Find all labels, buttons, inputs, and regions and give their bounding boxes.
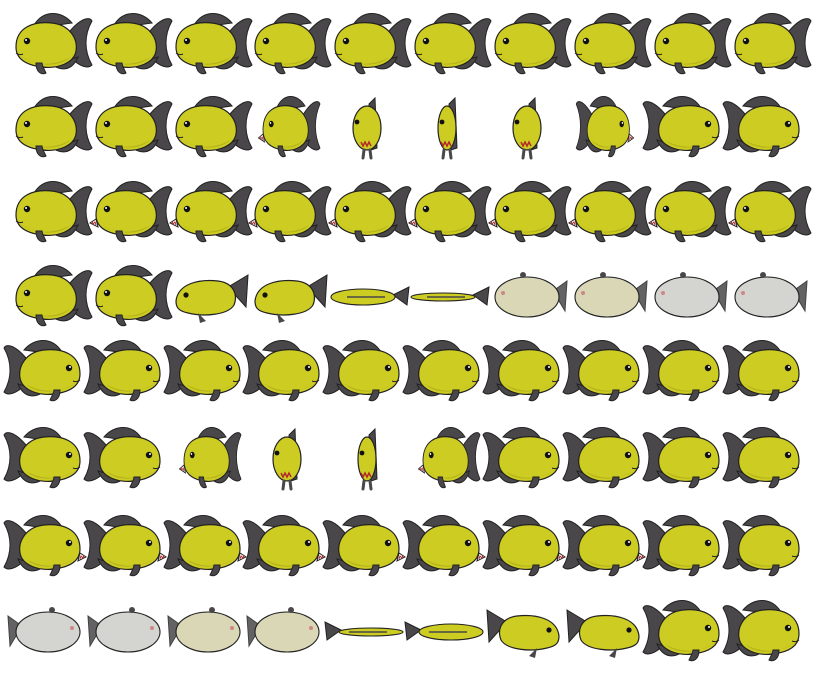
sprite-frame-die-left-7 (494, 272, 568, 318)
sprite-frame-die-right-10 (722, 600, 800, 662)
sprite-frame-turn-left-to-right-5 (352, 96, 382, 160)
sprite-frame-swim-left-1 (15, 13, 93, 75)
sprite-frame-bite-left-7 (488, 181, 572, 243)
sprite-frame-turn-left-to-right-7 (512, 96, 542, 160)
sprite-frame-bite-left-8 (568, 181, 652, 243)
sprite-frame-turn-left-to-right-4 (257, 96, 321, 158)
sprite-frame-die-right-9 (642, 600, 720, 662)
sprite-frame-swim-right-9 (642, 340, 720, 402)
sprite-frame-turn-left-to-right-6 (437, 96, 458, 160)
sprite-frame-bite-right-8 (562, 515, 646, 577)
sprite-frame-swim-right-3 (163, 340, 241, 402)
sprite-frame-bite-left-3 (169, 181, 253, 243)
sprite-frame-swim-left-7 (494, 13, 572, 75)
sprite-frame-die-right-2 (87, 607, 161, 653)
sprite-frame-bite-left-5 (328, 181, 412, 243)
sprite-frame-bite-left-10 (728, 181, 812, 243)
sprite-frame-bite-right-2 (83, 515, 167, 577)
sprite-frame-die-left-3 (175, 274, 249, 323)
sprite-frame-bite-right-7 (482, 515, 566, 577)
sprite-frame-bite-left-1 (15, 181, 93, 243)
sprite-frame-die-right-3 (167, 607, 241, 653)
sprite-frame-swim-right-8 (562, 340, 640, 402)
sprite-frame-die-left-4 (254, 274, 328, 323)
sprite-frame-die-left-5 (330, 286, 410, 306)
sprite-frame-swim-right-5 (322, 340, 400, 402)
sprite-frame-bite-left-2 (89, 181, 173, 243)
sprite-frame-swim-left-5 (334, 13, 412, 75)
sprite-frame-turn-right-to-left-7 (482, 427, 560, 489)
sprite-frame-bite-right-5 (322, 515, 406, 577)
sprite-frame-turn-left-to-right-3 (175, 96, 253, 158)
sprite-frame-swim-right-4 (242, 340, 320, 402)
sprite-frame-turn-right-to-left-3 (178, 427, 242, 489)
sprite-frame-turn-right-to-left-6 (417, 427, 481, 489)
sprite-frame-turn-right-to-left-1 (3, 427, 81, 489)
sprite-frame-swim-left-10 (734, 13, 812, 75)
sprite-frame-swim-right-2 (83, 340, 161, 402)
sprite-frame-die-left-10 (734, 272, 808, 318)
sprite-frame-turn-right-to-left-9 (642, 427, 720, 489)
sprite-frame-turn-right-to-left-2 (83, 427, 161, 489)
sprite-frame-bite-right-4 (242, 515, 326, 577)
sprite-frame-swim-left-3 (175, 13, 253, 75)
sprite-frame-die-right-8 (566, 609, 640, 658)
sprite-frame-swim-left-2 (95, 13, 173, 75)
sprite-frame-turn-left-to-right-2 (95, 96, 173, 158)
sprite-frame-turn-left-to-right-9 (642, 96, 720, 158)
sprite-frame-turn-right-to-left-4 (272, 427, 302, 491)
sprite-frame-die-left-2 (95, 265, 173, 327)
sprite-frame-die-right-1 (7, 607, 81, 653)
sprite-frame-turn-right-to-left-8 (562, 427, 640, 489)
sprite-frame-turn-left-to-right-8 (575, 96, 635, 158)
sprite-frame-bite-left-9 (648, 181, 732, 243)
sprite-frame-swim-right-6 (402, 340, 480, 402)
sprite-frame-swim-left-4 (254, 13, 332, 75)
sprite-frame-turn-right-to-left-5 (357, 427, 378, 491)
sprite-frame-die-left-8 (574, 272, 648, 318)
sprite-frame-swim-left-8 (574, 13, 652, 75)
sprite-frame-swim-right-10 (722, 340, 800, 402)
sprite-frame-bite-left-6 (408, 181, 492, 243)
sprite-frame-swim-right-7 (482, 340, 560, 402)
sprite-frame-die-left-1 (15, 265, 93, 327)
sprite-frame-bite-right-6 (402, 515, 486, 577)
sprite-frame-die-right-4 (246, 607, 320, 653)
sprite-frame-bite-left-4 (248, 181, 332, 243)
sprite-frame-swim-left-6 (414, 13, 492, 75)
sprite-frame-die-left-6 (410, 286, 490, 306)
sprite-frame-die-right-7 (486, 609, 560, 658)
sprite-frame-bite-right-1 (3, 515, 87, 577)
sprite-frame-turn-left-to-right-10 (722, 96, 800, 158)
sprite-frame-die-right-6 (404, 621, 484, 641)
sprite-frame-bite-right-9 (642, 515, 720, 577)
sprite-frame-bite-right-10 (722, 515, 800, 577)
sprite-frame-bite-right-3 (163, 515, 247, 577)
sprite-frame-turn-left-to-right-1 (15, 96, 93, 158)
sprite-frame-die-right-5 (324, 621, 404, 641)
sprite-frame-swim-right-1 (3, 340, 81, 402)
sprite-frame-die-left-9 (654, 272, 728, 318)
sprite-frame-swim-left-9 (654, 13, 732, 75)
sprite-frame-turn-right-to-left-10 (722, 427, 800, 489)
